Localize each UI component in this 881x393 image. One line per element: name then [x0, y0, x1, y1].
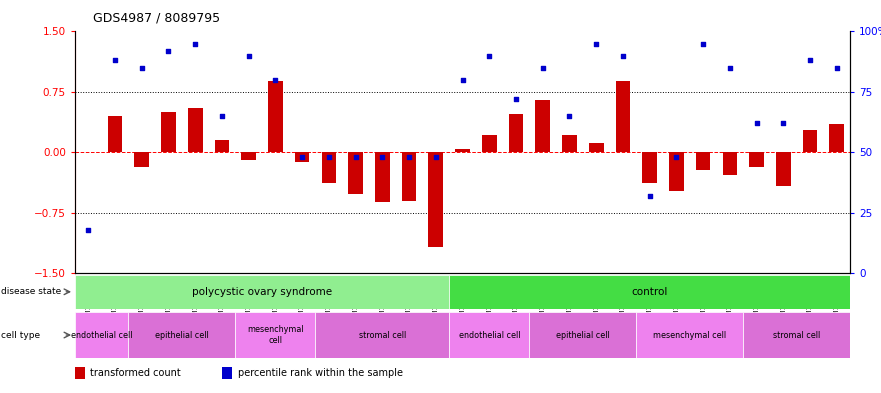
Point [776, 120, 790, 127]
Point [295, 154, 309, 160]
Bar [129, 312, 235, 358]
Text: GDS4987 / 8089795: GDS4987 / 8089795 [93, 12, 219, 25]
Text: endothelial cell: endothelial cell [70, 331, 132, 340]
Text: percentile rank within the sample: percentile rank within the sample [238, 368, 403, 378]
Point [562, 113, 576, 119]
Bar [402, 152, 417, 200]
Point [322, 154, 336, 160]
Bar [268, 81, 283, 152]
Bar [348, 152, 363, 194]
Bar [636, 312, 744, 358]
Text: mesenchymal cell: mesenchymal cell [653, 331, 726, 340]
Bar [589, 143, 603, 152]
Bar [508, 114, 523, 152]
Point [642, 193, 656, 199]
Bar [536, 100, 550, 152]
Bar [241, 152, 256, 160]
Bar [449, 275, 850, 309]
Bar [235, 312, 315, 358]
Point [189, 40, 203, 47]
Bar [722, 152, 737, 175]
Bar [455, 149, 470, 152]
Bar [75, 275, 449, 309]
Point [830, 64, 844, 71]
Bar [188, 108, 203, 152]
Text: transformed count: transformed count [91, 368, 181, 378]
Text: endothelial cell: endothelial cell [458, 331, 520, 340]
Point [616, 52, 630, 59]
Point [536, 64, 550, 71]
Point [375, 154, 389, 160]
Point [215, 113, 229, 119]
Bar [529, 312, 636, 358]
Point [670, 154, 684, 160]
Point [750, 120, 764, 127]
Bar [616, 81, 630, 152]
Text: stromal cell: stromal cell [773, 331, 820, 340]
Bar [669, 152, 684, 191]
Bar [215, 140, 229, 152]
Bar [75, 367, 85, 380]
Text: control: control [632, 287, 668, 297]
Point [455, 77, 470, 83]
Text: epithelial cell: epithelial cell [155, 331, 209, 340]
Bar [776, 152, 790, 186]
Text: mesenchymal
cell: mesenchymal cell [247, 325, 304, 345]
Bar [803, 130, 818, 152]
Bar [744, 312, 850, 358]
Point [509, 96, 523, 102]
Bar [75, 312, 129, 358]
Point [135, 64, 149, 71]
Point [269, 77, 283, 83]
Point [349, 154, 363, 160]
Point [161, 48, 175, 54]
Bar [315, 312, 449, 358]
Text: polycystic ovary syndrome: polycystic ovary syndrome [192, 287, 332, 297]
Point [696, 40, 710, 47]
Bar [135, 152, 149, 167]
Point [108, 57, 122, 64]
Bar [161, 112, 176, 152]
Bar [749, 152, 764, 167]
Bar [829, 124, 844, 152]
Point [81, 226, 95, 233]
Bar [449, 312, 529, 358]
Bar [322, 152, 337, 183]
Bar [482, 134, 497, 152]
Text: stromal cell: stromal cell [359, 331, 406, 340]
Point [482, 52, 496, 59]
Bar [375, 152, 389, 202]
Text: cell type: cell type [1, 331, 40, 340]
Point [803, 57, 817, 64]
Text: disease state: disease state [1, 287, 61, 296]
Point [241, 52, 255, 59]
Bar [107, 116, 122, 152]
Point [722, 64, 737, 71]
Bar [222, 367, 232, 380]
Bar [295, 152, 309, 162]
Bar [428, 152, 443, 247]
Point [589, 40, 603, 47]
Bar [696, 152, 710, 170]
Bar [562, 134, 577, 152]
Point [429, 154, 443, 160]
Bar [642, 152, 657, 183]
Point [402, 154, 416, 160]
Text: epithelial cell: epithelial cell [556, 331, 610, 340]
